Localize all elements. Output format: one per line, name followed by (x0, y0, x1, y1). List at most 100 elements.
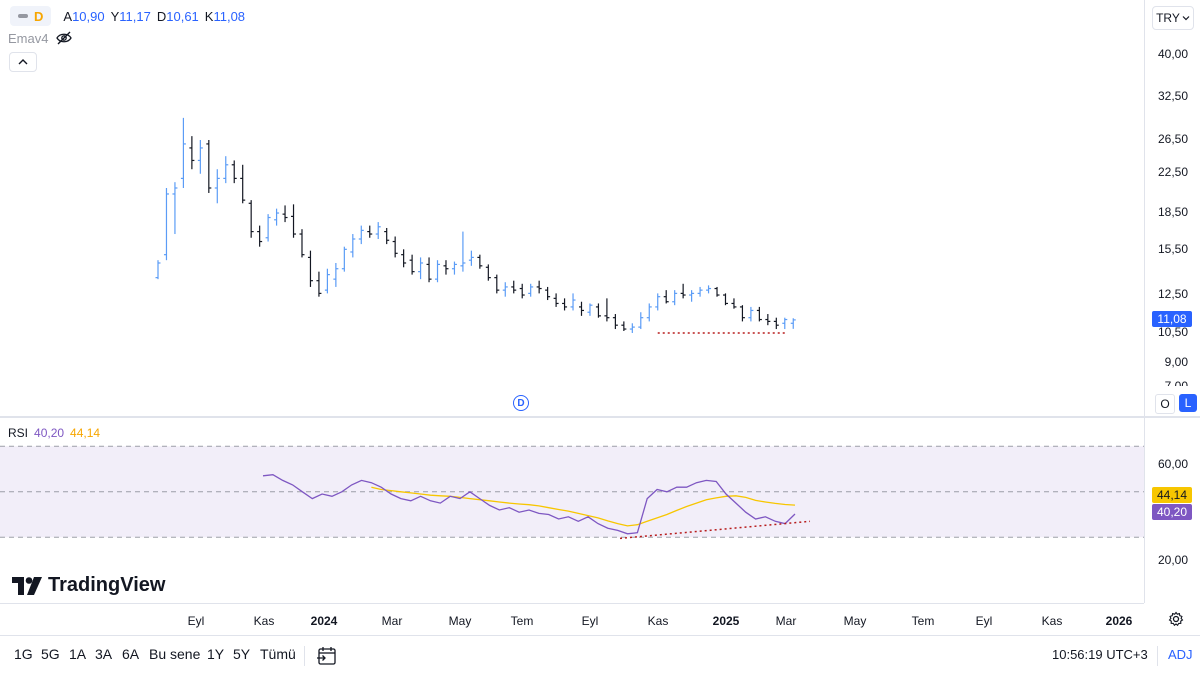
range-button-bu-sene[interactable]: Bu sene (149, 646, 201, 662)
range-button-5g[interactable]: 5G (41, 646, 60, 662)
range-button-5y[interactable]: 5Y (233, 646, 251, 662)
ohlc-bar (206, 140, 212, 193)
range-button-1a[interactable]: 1A (69, 646, 87, 662)
price-axis-label: 26,50 (1157, 132, 1188, 146)
range-button-6a[interactable]: 6A (122, 646, 140, 662)
ohlc-bar (663, 290, 669, 304)
time-axis-label: Tem (510, 614, 534, 628)
ohlc-bar (401, 249, 407, 268)
ohlc-bar (358, 225, 364, 245)
currency-button[interactable]: TRY (1152, 6, 1194, 30)
bottom-toolbar: 1G 5G 1A 3A 6A Bu sene 1Y 5Y Tümü 10:56:… (0, 635, 1200, 675)
rsi-chart-svg[interactable] (0, 418, 1144, 603)
go-to-date-icon[interactable] (316, 645, 338, 667)
time-axis-label: 2024 (310, 614, 338, 628)
tradingview-logo[interactable]: TradingView (12, 574, 165, 597)
gear-icon[interactable] (1168, 611, 1184, 627)
ohlc-bar (460, 231, 466, 272)
rsi-axis[interactable] (1144, 418, 1200, 603)
ohlc-close: K11,08 (204, 8, 246, 24)
ohlc-bar (562, 298, 568, 311)
price-chart-svg[interactable] (0, 0, 1144, 416)
ohlc-bar (655, 293, 661, 311)
price-axis-label: 22,50 (1157, 165, 1188, 179)
ohlc-bar (367, 225, 373, 238)
ohlc-bar (545, 286, 551, 301)
price-axis-label: 7,00 (1165, 380, 1188, 386)
ohlc-bar (731, 298, 737, 309)
ohlc-bar (528, 283, 534, 297)
percent-scale-toggle[interactable]: O (1155, 394, 1175, 414)
ohlc-bar (697, 286, 703, 297)
ohlc-bar (231, 160, 237, 184)
rsi-pane[interactable] (0, 418, 1144, 603)
last-price-tag: 11,08 (1152, 311, 1192, 327)
clock-label[interactable]: 10:56:19 UTC+3 (1052, 647, 1148, 662)
time-axis-label: Kas (647, 614, 669, 628)
pane-separator[interactable] (0, 416, 1200, 418)
range-button-tumu[interactable]: Tümü (260, 646, 296, 662)
log-scale-toggle[interactable]: L (1179, 394, 1197, 412)
range-button-1y[interactable]: 1Y (207, 646, 225, 662)
price-chart-pane[interactable] (0, 0, 1144, 416)
ohlc-bar (451, 261, 457, 275)
time-axis-label: May (843, 614, 867, 628)
adj-toggle[interactable]: ADJ (1168, 647, 1193, 662)
ohlc-bar (638, 312, 644, 330)
ohlc-bar (511, 280, 517, 294)
ohlc-open: A10,90 (63, 8, 105, 24)
price-axis[interactable] (1144, 0, 1200, 416)
ohlc-bar (494, 274, 500, 294)
ohlc-bar (477, 254, 483, 269)
indicator-name[interactable]: Emav4 (8, 30, 49, 46)
ohlc-bar (646, 303, 652, 322)
ohlc-bar (765, 314, 771, 326)
range-button-1g[interactable]: 1G (14, 646, 33, 662)
ohlc-bar (706, 285, 712, 294)
ohlc-bar (265, 214, 271, 242)
rsi-label[interactable]: RSI (8, 426, 29, 440)
ohlc-bar (189, 136, 195, 170)
price-axis-label: 32,50 (1157, 89, 1188, 103)
ohlc-bar (536, 280, 542, 294)
dividend-marker[interactable]: D (513, 395, 529, 411)
ohlc-bar (782, 317, 788, 330)
range-button-3a[interactable]: 3A (95, 646, 113, 662)
price-axis-label: 40,00 (1157, 47, 1188, 61)
ohlc-bar (722, 293, 728, 306)
ohlc-bar (257, 225, 263, 247)
collapse-legend-button[interactable] (9, 52, 37, 72)
ohlc-bar (409, 254, 415, 275)
price-axis-label: 18,50 (1157, 205, 1188, 219)
ohlc-bar (172, 182, 178, 235)
symbol-pill[interactable]: D (10, 6, 52, 26)
ohlc-bar (756, 306, 762, 322)
ohlc-values: A10,90 Y11,17 D10,61 K11,08 (63, 9, 245, 24)
time-axis-label: 2026 (1105, 614, 1133, 628)
time-axis-label: May (448, 614, 472, 628)
rsi-line (262, 474, 796, 535)
time-axis-label: Tem (911, 614, 935, 628)
eye-off-icon[interactable] (56, 30, 73, 46)
ohlc-bar (223, 156, 229, 184)
ohlc-bar (680, 283, 686, 299)
rsi-value-tag: 40,20 (1152, 504, 1192, 520)
ohlc-bar (333, 262, 339, 287)
time-axis-label: Kas (1041, 614, 1063, 628)
ohlc-bar (604, 298, 610, 322)
ohlc-bar (595, 303, 601, 318)
symbol-placeholder-icon (18, 14, 28, 18)
toolbar-divider (1157, 646, 1158, 666)
ohlc-bar (180, 117, 186, 188)
ohlc-bar (240, 164, 246, 204)
ohlc-bar (316, 271, 322, 297)
price-axis-label: 15,50 (1157, 242, 1188, 256)
ohlc-bar (341, 246, 347, 272)
ohlc-bar (248, 200, 254, 238)
time-axis[interactable]: Eyl Kas 2024 Mar May Tem Eyl Kas 2025 Ma… (0, 603, 1144, 635)
ohlc-bar (155, 260, 161, 280)
logo-text: TradingView (48, 574, 166, 596)
ohlc-bar (621, 321, 627, 331)
ohlc-bar (587, 303, 593, 316)
ohlc-bar (307, 250, 313, 287)
